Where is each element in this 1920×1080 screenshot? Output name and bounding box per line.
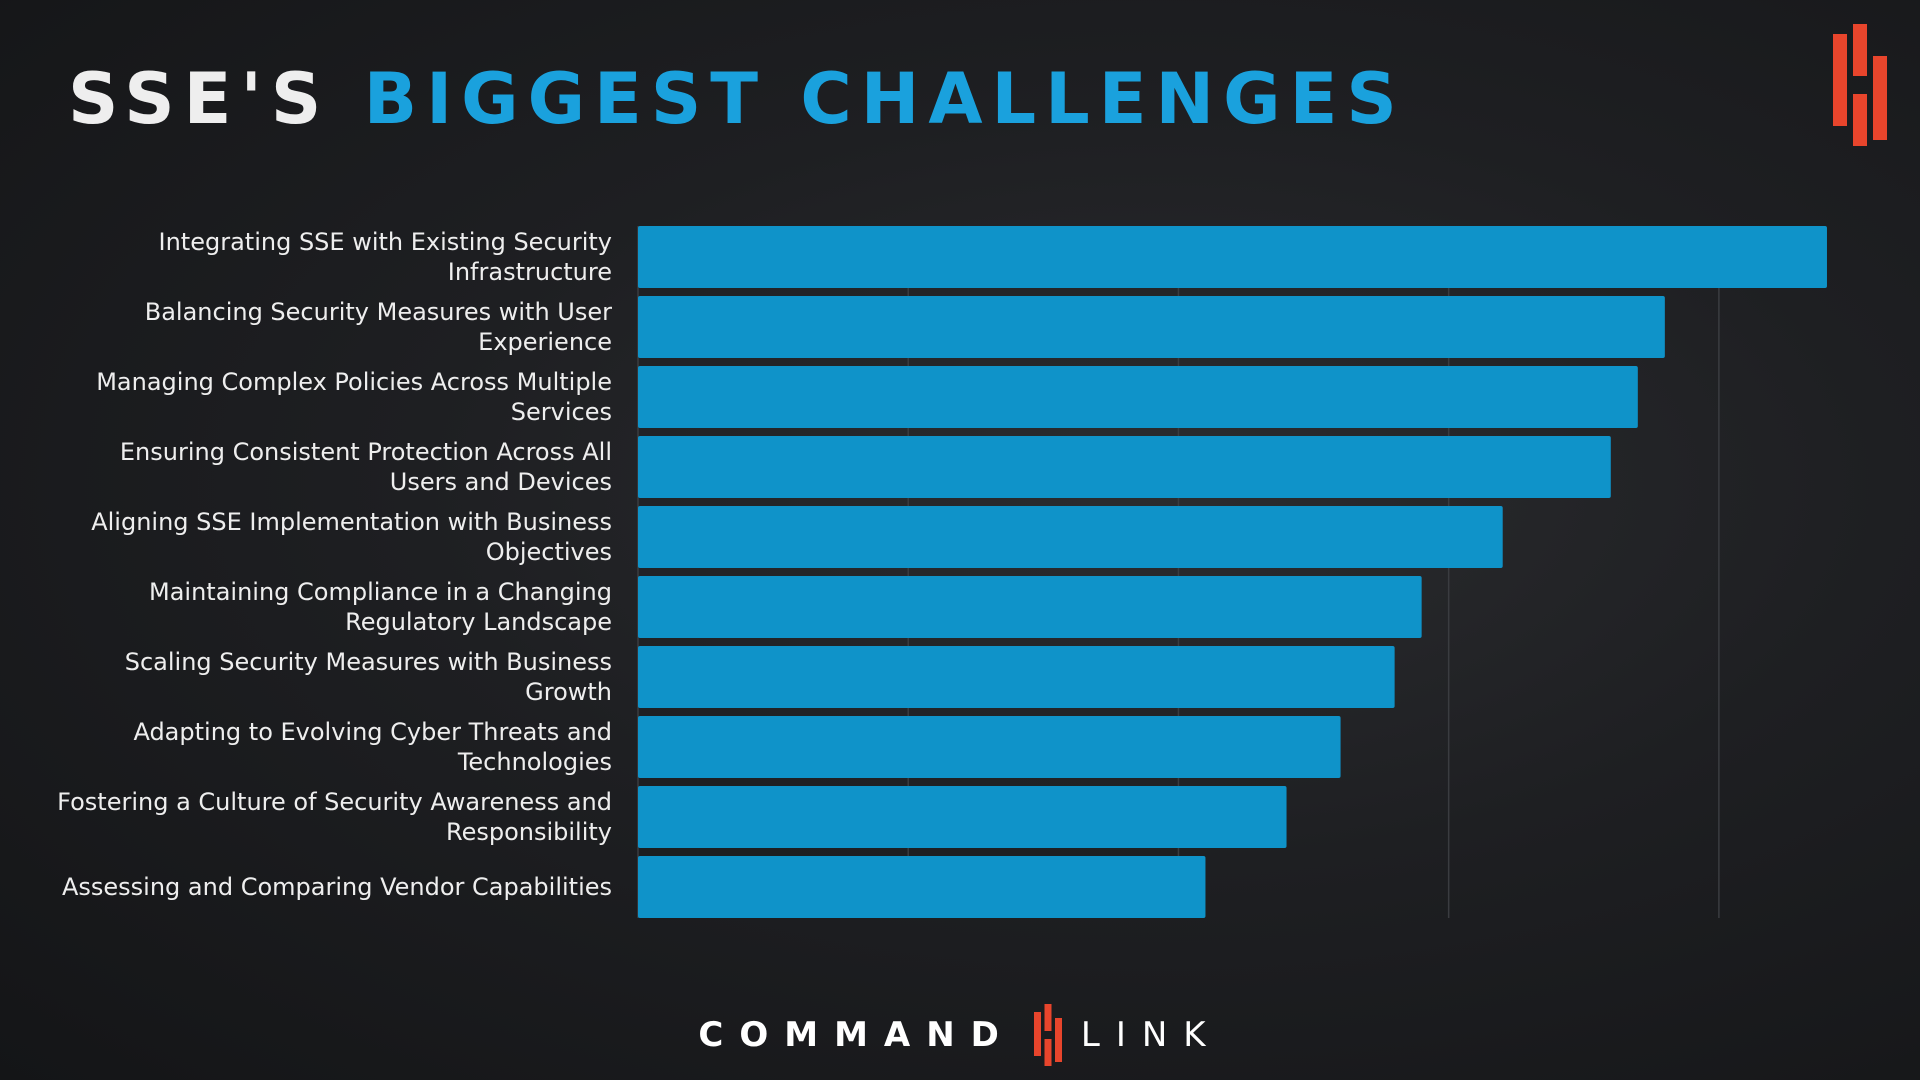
bar [638, 296, 1665, 358]
title-part-white: SSE'S [68, 58, 331, 140]
title-part-accent: BIGGEST CHALLENGES [363, 58, 1406, 140]
bar [638, 786, 1287, 848]
bar [638, 646, 1395, 708]
bar [638, 366, 1638, 428]
bar [638, 226, 1827, 288]
bar [638, 506, 1503, 568]
bar [638, 436, 1611, 498]
brand-word-command: COMMAND [698, 1015, 1015, 1055]
bar [638, 716, 1341, 778]
commandlink-mark-icon [1033, 1004, 1062, 1066]
page-title: SSE'S BIGGEST CHALLENGES [68, 64, 1406, 134]
brand-word-link: LINK [1080, 1015, 1222, 1055]
bar-chart [637, 226, 1827, 918]
brand-footer: COMMAND LINK [0, 1000, 1920, 1070]
bar [638, 576, 1422, 638]
bar [638, 856, 1206, 918]
commandlink-logo-icon [1833, 24, 1887, 146]
